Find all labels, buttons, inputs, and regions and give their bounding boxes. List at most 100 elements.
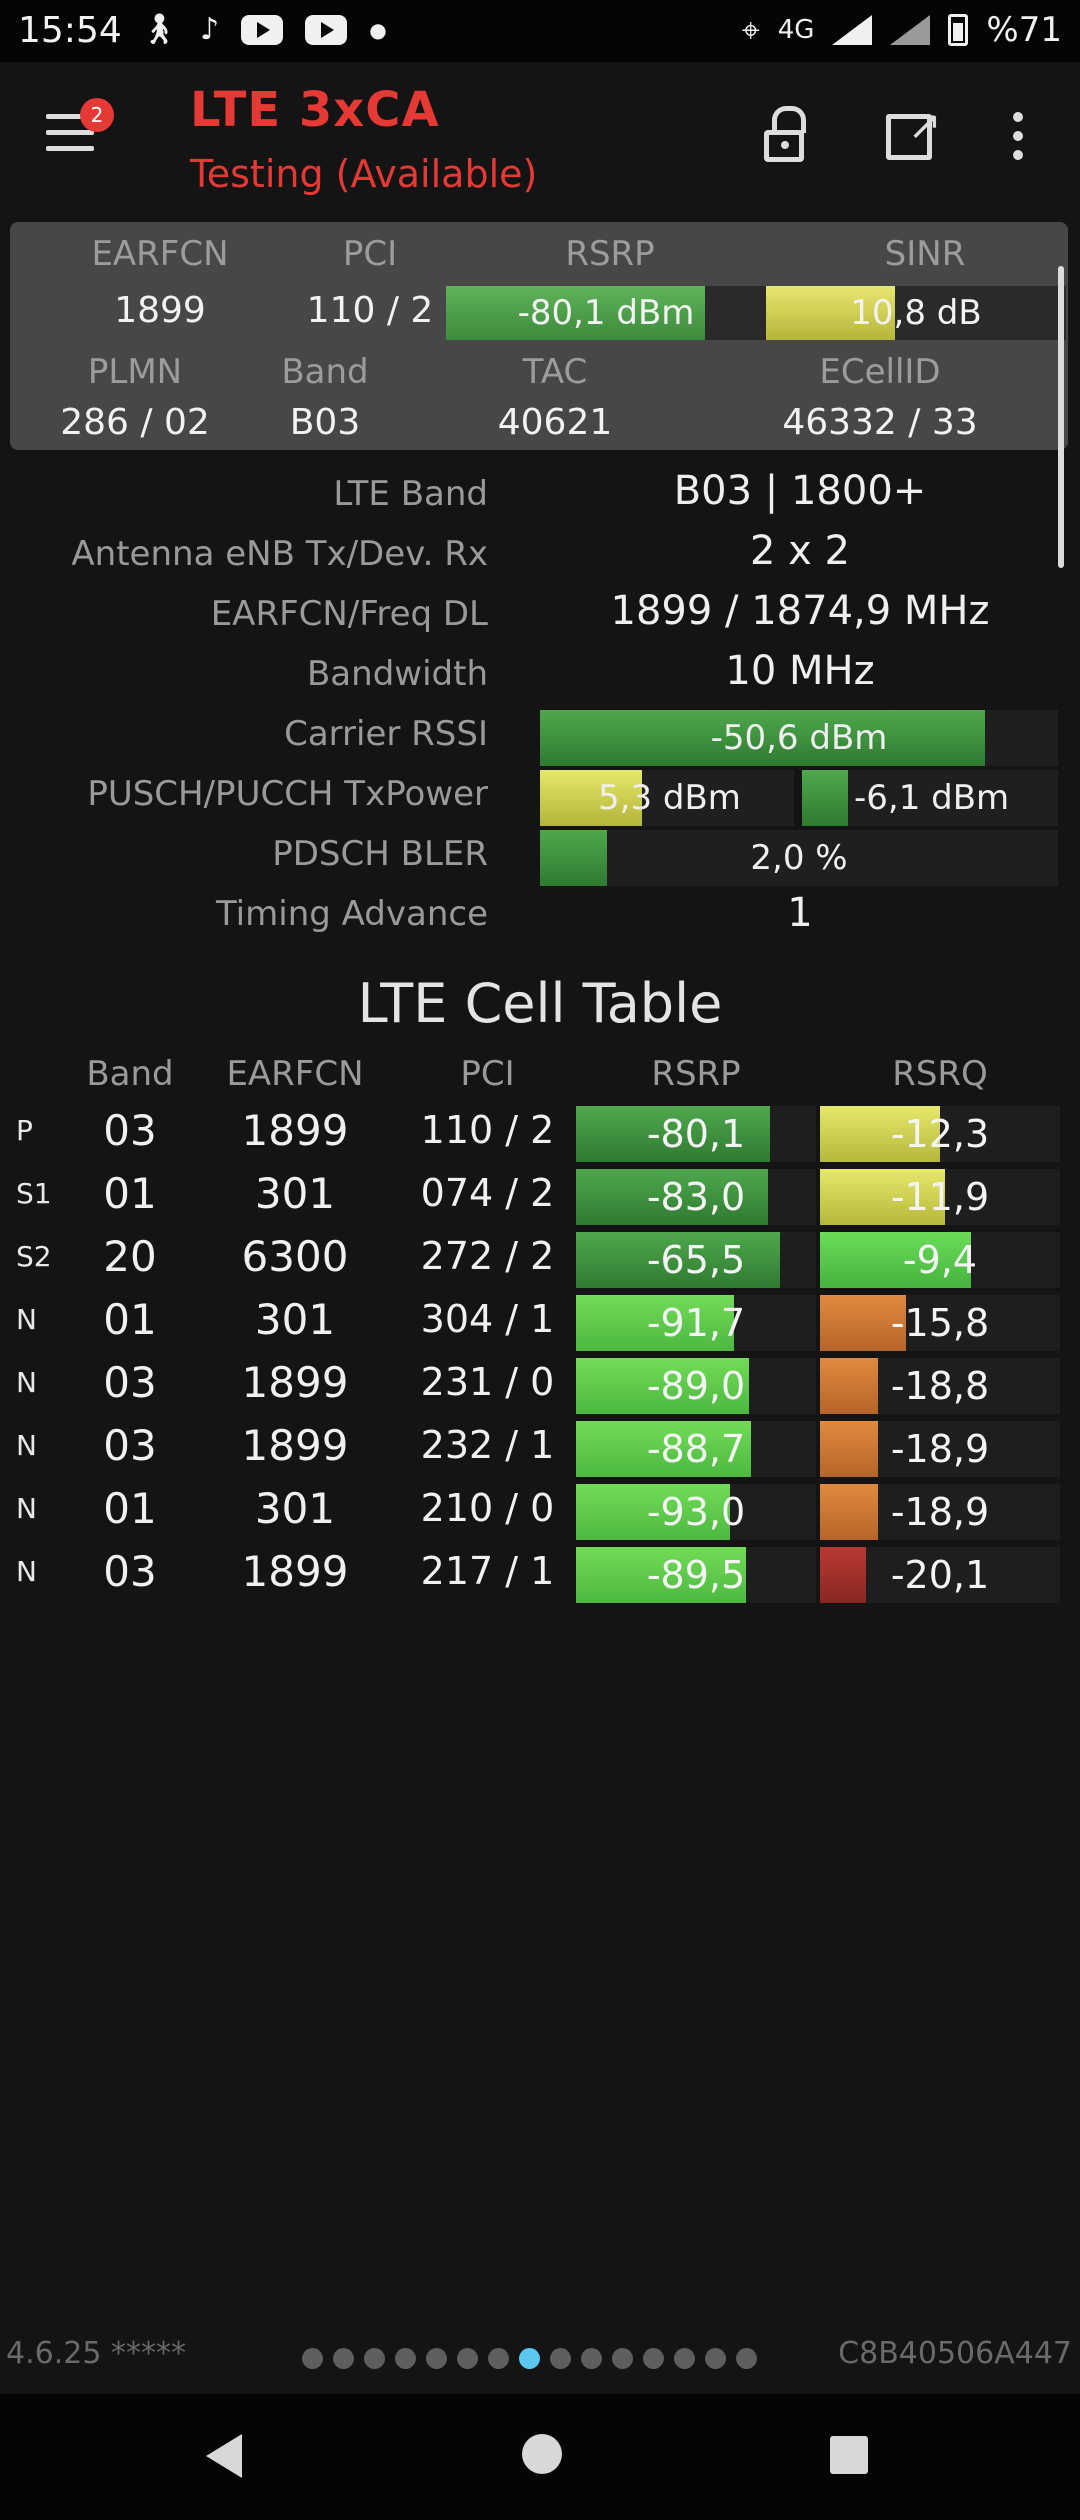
device-id: C8B40506A447 bbox=[838, 2336, 1072, 2371]
pucch-power-value: -6,1 dBm bbox=[854, 778, 1010, 818]
pucch-power-bar: -6,1 dBm bbox=[802, 770, 1058, 826]
page-dot[interactable] bbox=[736, 2348, 757, 2369]
page-dot[interactable] bbox=[333, 2348, 354, 2369]
summary-sinr-bar: 10,8 dB bbox=[766, 286, 1066, 340]
table-row: P 03 1899 110 / 2 -80,1 -12,3 bbox=[0, 1102, 1080, 1164]
cell-band: 03 bbox=[103, 1547, 157, 1596]
open-external-icon bbox=[886, 114, 932, 160]
summary-header-band: Band bbox=[281, 352, 369, 392]
cell-rsrp-fill bbox=[576, 1421, 752, 1477]
cell-rsrp-value: -91,7 bbox=[646, 1301, 746, 1345]
page-dot-active[interactable] bbox=[519, 2348, 540, 2369]
cell-type: N bbox=[16, 1555, 37, 1588]
summary-header-earfcn: EARFCN bbox=[91, 234, 229, 274]
cell-rsrq-fill bbox=[820, 1358, 878, 1414]
bler-bar: 2,0 % bbox=[540, 830, 1058, 886]
cell-earfcn: 1899 bbox=[241, 1106, 349, 1155]
page-dot[interactable] bbox=[395, 2348, 416, 2369]
cell-rsrp-bar: -93,0 bbox=[576, 1484, 816, 1540]
cell-type: N bbox=[16, 1429, 37, 1462]
summary-ecellid: 46332 / 33 bbox=[782, 402, 978, 443]
cell-band: 20 bbox=[103, 1232, 157, 1281]
recents-button[interactable] bbox=[830, 2436, 868, 2474]
carrier-rssi-bar: -50,6 dBm bbox=[540, 710, 1058, 766]
cell-rsrq-fill bbox=[820, 1547, 866, 1603]
cell-rsrq-fill bbox=[820, 1169, 945, 1225]
network-type: 4G bbox=[777, 15, 815, 45]
cell-band: 01 bbox=[103, 1484, 157, 1533]
lte-band-value: B03 | 1800+ bbox=[673, 468, 927, 514]
summary-header-plmn: PLMN bbox=[87, 352, 183, 392]
page-dot[interactable] bbox=[364, 2348, 385, 2369]
scrollbar[interactable] bbox=[1058, 266, 1064, 568]
signal-icon bbox=[832, 15, 873, 45]
cell-band: 01 bbox=[103, 1169, 157, 1218]
cell-pci: 232 / 1 bbox=[420, 1423, 555, 1467]
summary-panel: EARFCN PCI RSRP SINR 1899 110 / 2 -80,1 … bbox=[10, 222, 1068, 450]
summary-header-tac: TAC bbox=[522, 352, 588, 392]
walking-icon: 🚶︎ bbox=[140, 12, 179, 47]
page-dot[interactable] bbox=[705, 2348, 726, 2369]
cell-rsrp-value: -65,5 bbox=[646, 1238, 746, 1282]
page-dot[interactable] bbox=[550, 2348, 571, 2369]
page-dot[interactable] bbox=[674, 2348, 695, 2369]
col-header-band: Band bbox=[86, 1054, 174, 1094]
page-dot[interactable] bbox=[488, 2348, 509, 2369]
bandwidth-label: Bandwidth bbox=[306, 654, 488, 694]
more-vert-icon bbox=[1013, 112, 1023, 122]
cell-type: P bbox=[16, 1114, 33, 1147]
cell-rsrp-fill bbox=[576, 1169, 768, 1225]
summary-sinr-value: 10,8 dB bbox=[850, 293, 982, 333]
summary-rsrp-fill bbox=[446, 286, 706, 340]
timing-advance-label: Timing Advance bbox=[215, 894, 488, 934]
cell-rsrp-value: -83,0 bbox=[646, 1175, 746, 1219]
cell-pci: 304 / 1 bbox=[420, 1297, 555, 1341]
page-dot[interactable] bbox=[302, 2348, 323, 2369]
home-button[interactable] bbox=[522, 2434, 562, 2474]
signal-icon bbox=[890, 15, 931, 45]
col-header-rsrq: RSRQ bbox=[892, 1054, 988, 1094]
cell-rsrq-bar: -12,3 bbox=[820, 1106, 1060, 1162]
status-bar: 15:54 🚶︎ ♪ ● ⌖ 4G %71 bbox=[0, 0, 1080, 62]
bler-label: PDSCH BLER bbox=[272, 834, 488, 874]
lock-icon bbox=[772, 106, 806, 133]
timing-advance-value: 1 bbox=[787, 890, 813, 936]
table-row: S1 01 301 074 / 2 -83,0 -11,9 bbox=[0, 1165, 1080, 1227]
cell-earfcn: 1899 bbox=[241, 1421, 349, 1470]
page-dot[interactable] bbox=[457, 2348, 478, 2369]
lte-band-label: LTE Band bbox=[333, 474, 488, 514]
open-external-button[interactable]: ↗ bbox=[886, 106, 946, 166]
page-indicator[interactable] bbox=[302, 2348, 757, 2369]
footer: 4.6.25 ***** C8B40506A447 bbox=[0, 2336, 1080, 2386]
pusch-power-bar: 5,3 dBm bbox=[540, 770, 794, 826]
cell-earfcn: 301 bbox=[254, 1169, 336, 1218]
lock-button[interactable] bbox=[758, 106, 818, 166]
cell-rsrp-bar: -89,5 bbox=[576, 1547, 816, 1603]
cell-rsrp-fill bbox=[576, 1547, 747, 1603]
app-version: 4.6.25 ***** bbox=[6, 2336, 186, 2371]
page-dot[interactable] bbox=[643, 2348, 664, 2369]
page-dot[interactable] bbox=[581, 2348, 602, 2369]
cell-rsrp-value: -80,1 bbox=[646, 1112, 746, 1156]
bler-fill bbox=[540, 830, 608, 886]
cell-band: 03 bbox=[103, 1421, 157, 1470]
more-options-button[interactable] bbox=[1004, 106, 1034, 166]
status-time: 15:54 bbox=[18, 10, 122, 51]
col-header-earfcn: EARFCN bbox=[226, 1054, 364, 1094]
menu-button[interactable] bbox=[44, 112, 98, 156]
page-dot[interactable] bbox=[612, 2348, 633, 2369]
page-dot[interactable] bbox=[426, 2348, 447, 2369]
cell-rsrq-value: -18,9 bbox=[890, 1427, 990, 1471]
cell-rsrq-bar: -18,8 bbox=[820, 1358, 1060, 1414]
summary-sinr-fill bbox=[766, 286, 895, 340]
cell-rsrq-bar: -18,9 bbox=[820, 1484, 1060, 1540]
carrier-rssi-fill bbox=[540, 710, 986, 766]
cell-rsrq-fill bbox=[820, 1232, 972, 1288]
cell-type: N bbox=[16, 1303, 37, 1336]
music-note-icon: ♪ bbox=[200, 12, 220, 47]
cell-rsrp-fill bbox=[576, 1484, 730, 1540]
cell-band: 03 bbox=[103, 1358, 157, 1407]
back-button[interactable] bbox=[206, 2434, 242, 2478]
cell-rsrq-value: -20,1 bbox=[890, 1553, 990, 1597]
battery-percent: %71 bbox=[986, 10, 1062, 50]
